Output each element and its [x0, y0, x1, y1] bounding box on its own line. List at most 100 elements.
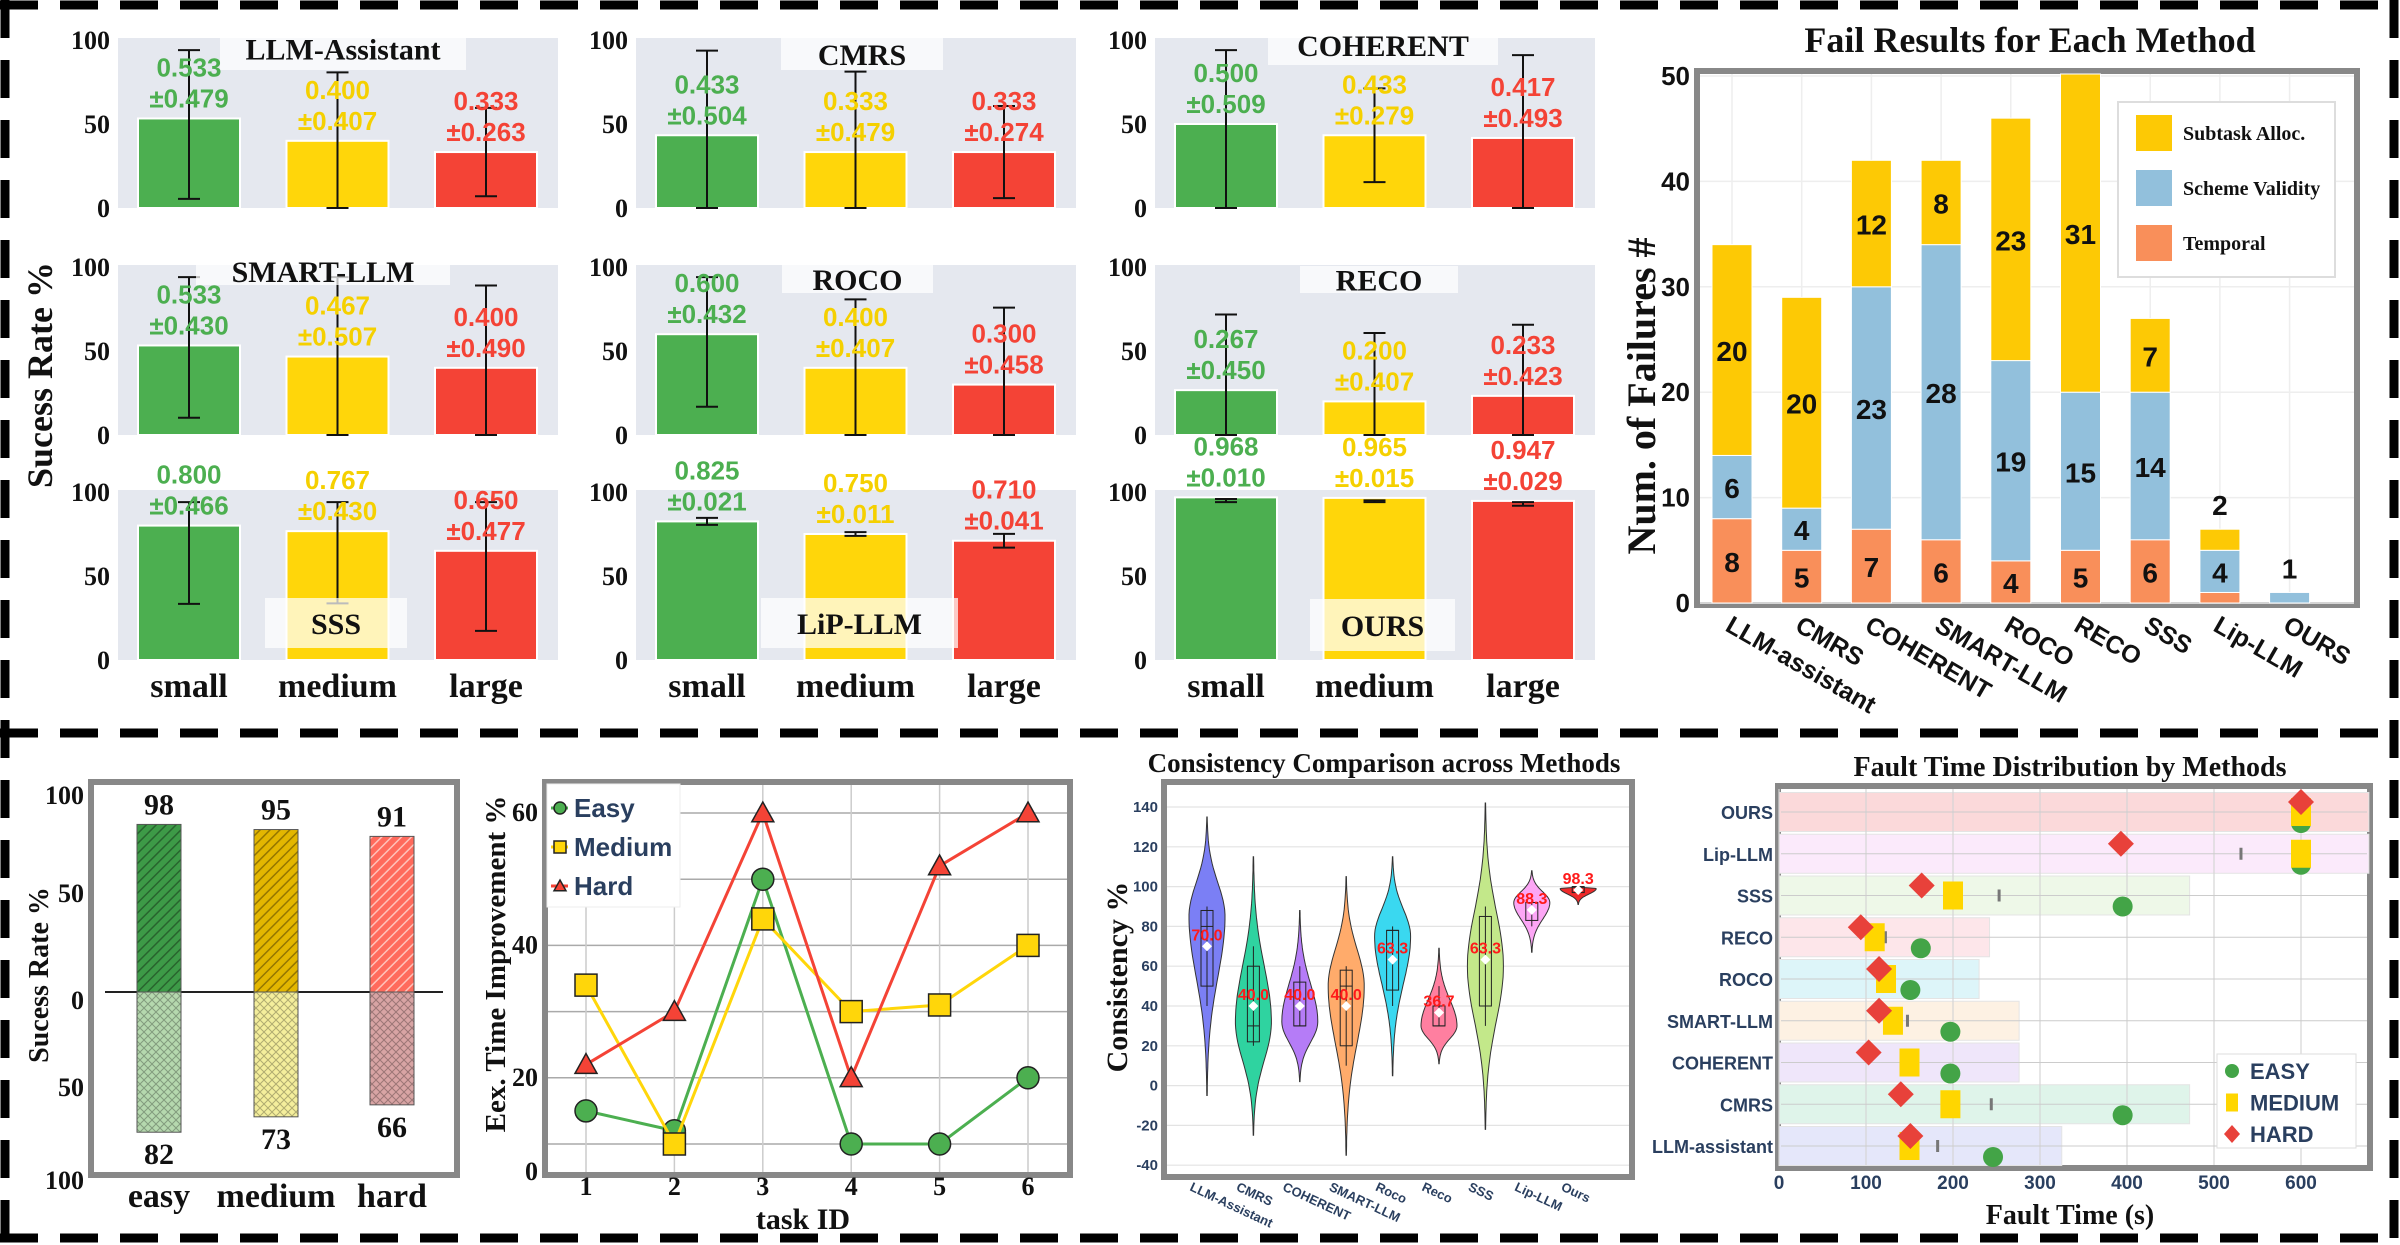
mean-label: 63.3: [1470, 941, 1501, 958]
std-label: ±0.011: [817, 499, 895, 529]
y-tick-label: 0: [97, 194, 110, 223]
stacked-bar-smart-llm: 6 28 8: [1920, 159, 1962, 604]
y-tick-label: -20: [1136, 1117, 1158, 1134]
y-tick-label: 50: [602, 562, 628, 591]
data-point: [574, 1099, 598, 1123]
upper-value-label: 98: [144, 788, 174, 821]
upper-value-label: 91: [377, 800, 407, 833]
medium-marker: [1940, 1090, 1961, 1119]
panel-sss: 0 50 100 SSS 0.800±0.466 0.767±0.430 0.650±0.4…: [71, 460, 558, 675]
panel-title: COHERENT: [1297, 30, 1469, 63]
data-point: [927, 853, 952, 876]
hard-marker: [1847, 914, 1874, 941]
bar-segment-scheme-validity: [1711, 454, 1753, 520]
y-tick-label: 100: [71, 26, 110, 55]
panel-roco: 0 50 100 ROCO 0.600±0.432 0.400±0.407 0.300±0.…: [589, 253, 1076, 450]
row-ours: OURS: [1721, 789, 2367, 833]
row-lip-llm: Lip-LLM: [1703, 830, 2367, 875]
segment-value-label: 8: [1933, 188, 1949, 219]
y-tick-label: 40: [1661, 166, 1690, 196]
stacked-bar-roco: 4 19 23: [1990, 117, 2032, 604]
std-label: ±0.021: [667, 486, 746, 516]
y-tick-label: 50: [58, 879, 84, 908]
stacked-bar-llm-assistant: 8 6 20: [1711, 244, 1753, 604]
x-tick-label: 4: [845, 1172, 858, 1201]
segment-value-label: 7: [1864, 552, 1880, 583]
bar-segment-scheme-validity: [1990, 360, 2032, 562]
panel-title-box: [781, 38, 943, 70]
std-label: ±0.407: [298, 106, 377, 136]
difficulty-success-chart: 100 50 0 50 100 98 82 easy 95 73 medium 91 66 hard Suc…: [24, 779, 460, 1215]
std-label: ±0.423: [1483, 361, 1562, 391]
x-tick-label: SSS: [2139, 611, 2196, 660]
row-smart-llm: SMART-LLM: [1667, 997, 2367, 1042]
legend-label: EASY: [2250, 1059, 2310, 1084]
y-tick-label: 50: [1121, 337, 1147, 366]
data-point: [927, 993, 952, 1017]
segment-value-label: 15: [2065, 457, 2096, 488]
segment-value-label: 12: [1856, 210, 1887, 241]
y-tick-label: 0: [1134, 421, 1147, 450]
y-tick-label: 100: [71, 478, 110, 507]
panel-title: ROCO: [813, 264, 903, 297]
x-tick-label: Lip-LLM: [1513, 1179, 1565, 1214]
mean-label: 0.533: [156, 52, 221, 82]
x-tick-label: 600: [2285, 1173, 2317, 1194]
y-tick-label: 0: [1676, 588, 1690, 618]
y-tick-label: 60: [1141, 958, 1158, 975]
bar-group-medium: 95 73 medium: [217, 794, 336, 1215]
box: [1200, 909, 1214, 987]
violin-ours: 98.3: [1559, 871, 1597, 905]
mean-tick: [1997, 889, 2001, 902]
mean-tick: [1989, 1098, 1993, 1111]
std-label: ±0.407: [816, 333, 895, 363]
panel-title: SMART-LLM: [232, 256, 415, 289]
y-tick-label: 50: [1661, 61, 1690, 91]
data-point: [662, 1132, 687, 1156]
mean-label: 0.333: [971, 86, 1036, 116]
bar-segment-subtask-alloc: [1781, 296, 1823, 509]
y-tick-label: 100: [1133, 879, 1158, 896]
x-tick-label: 1: [580, 1172, 593, 1201]
mean-tick: [2239, 847, 2243, 860]
panel-llm-assistant: 0 50 100 LLM-Assistant 0.533±0.479 0.400±0.40…: [71, 26, 558, 223]
mean-tick: [1936, 1140, 1940, 1152]
mean-label: 40.0: [1238, 987, 1269, 1004]
mean-label: 0.400: [823, 302, 888, 332]
x-category-label: large: [967, 668, 1041, 705]
chart-title: Fail Results for Each Method: [1804, 20, 2255, 60]
segment-value-label: 8: [1724, 547, 1740, 578]
y-axis-title: Sucess Rate %: [20, 262, 60, 488]
mean-marker: [1202, 941, 1212, 952]
mean-label: 0.333: [453, 86, 518, 116]
std-label: ±0.504: [667, 100, 747, 130]
y-tick-label: 100: [1108, 478, 1147, 507]
legend-box: [546, 783, 681, 908]
bar-segment-scheme-validity: [1850, 286, 1892, 530]
x-category-label: large: [1486, 668, 1560, 705]
x-axis-title: Fault Time (s): [1986, 1200, 2155, 1231]
mean-label: 0.417: [1490, 72, 1555, 102]
y-tick-label: 50: [84, 110, 110, 139]
y-tick-label: 50: [58, 1073, 84, 1102]
violin-llm-assistant: 70.0: [1188, 816, 1226, 1096]
mean-label: 0.267: [1193, 324, 1258, 354]
mean-tick: [1905, 1014, 1909, 1027]
medium-marker: [1899, 1048, 1920, 1077]
hard-marker: [2107, 830, 2134, 857]
y-tick-label: 100: [589, 478, 628, 507]
bar-group-easy: 98 82 easy: [128, 788, 190, 1215]
easy-marker: [1940, 1063, 1961, 1084]
y-tick-label: SSS: [1737, 887, 1773, 907]
y-tick-label: RECO: [1721, 928, 1773, 948]
mean-label: 0.200: [1342, 335, 1407, 365]
data-point: [751, 867, 775, 891]
y-tick-label: 20: [1661, 377, 1690, 407]
panel-title-box: [1310, 599, 1455, 651]
y-tick-label: 140: [1133, 799, 1158, 816]
std-label: ±0.466: [149, 491, 228, 521]
std-label: ±0.274: [964, 117, 1044, 147]
legend: EASY MEDIUM HARD: [2216, 1053, 2357, 1149]
